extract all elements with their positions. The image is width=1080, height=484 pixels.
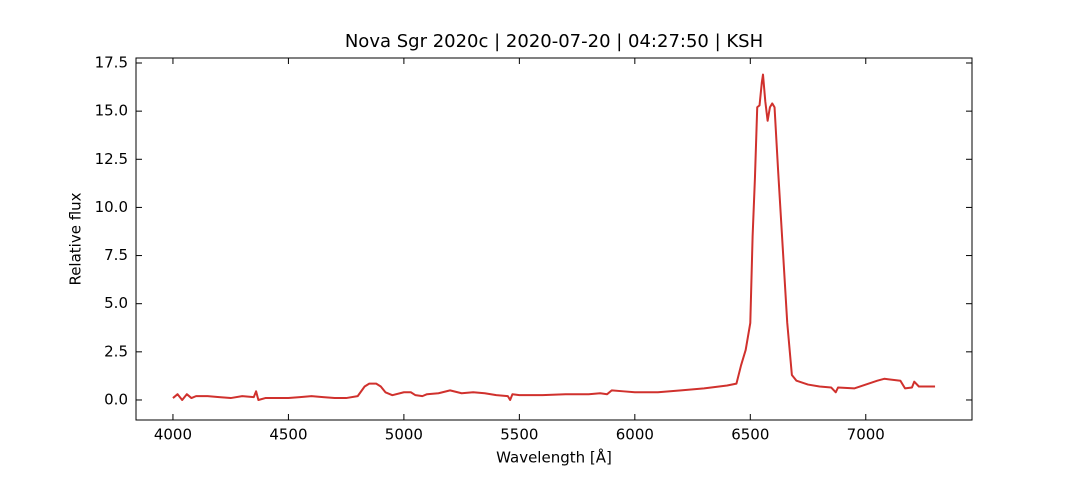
x-tick-label: 6000 [616, 426, 654, 444]
x-tick-label: 4000 [154, 426, 192, 444]
y-tick-label: 5.0 [104, 294, 128, 312]
plot-frame [135, 57, 973, 421]
x-tick-label: 5000 [385, 426, 423, 444]
y-axis-label: Relative flux [67, 192, 85, 285]
x-axis-label: Wavelength [Å] [496, 448, 612, 467]
y-tick-label: 2.5 [104, 342, 128, 360]
x-tick-label: 6500 [731, 426, 769, 444]
x-tick-label: 7000 [847, 426, 885, 444]
y-tick-label: 10.0 [95, 198, 128, 216]
y-tick-label: 15.0 [95, 102, 128, 120]
y-tick-label: 12.5 [95, 150, 128, 168]
data-line [172, 73, 936, 401]
y-tick-label: 0.0 [104, 390, 128, 408]
x-tick-label: 4500 [269, 426, 307, 444]
y-tick-label: 7.5 [104, 246, 128, 264]
x-tick-label: 5500 [500, 426, 538, 444]
y-tick-label: 17.5 [95, 54, 128, 72]
chart-title: Nova Sgr 2020c | 2020-07-20 | 04:27:50 |… [345, 31, 763, 52]
